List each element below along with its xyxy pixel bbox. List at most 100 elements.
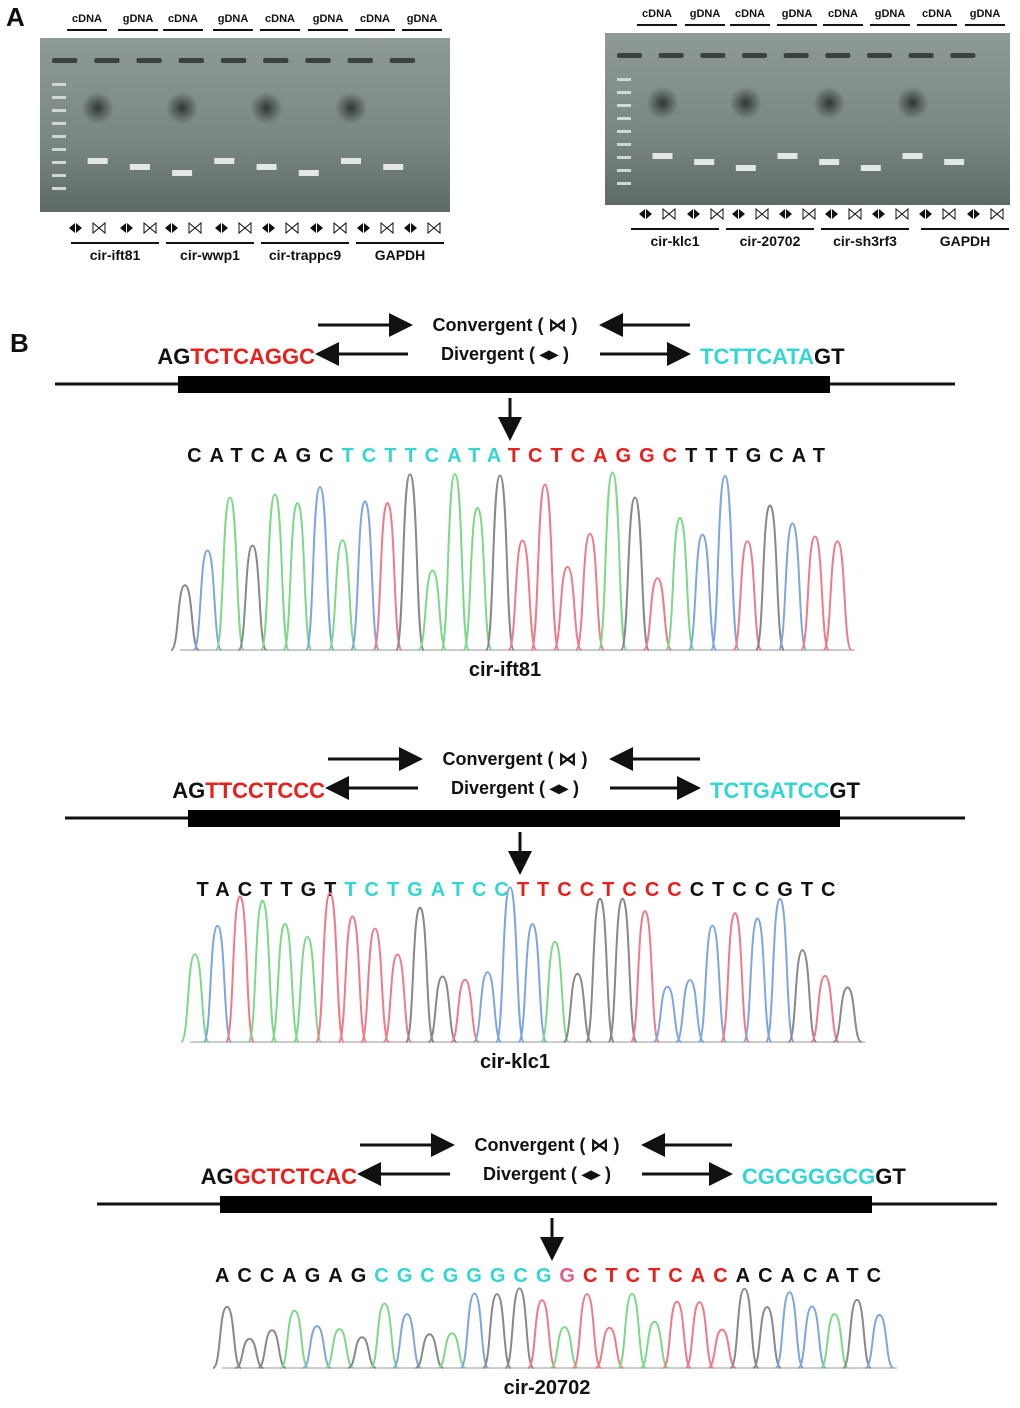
divergent-symbol — [69, 223, 82, 233]
chromatogram-peak — [485, 474, 515, 651]
chromatogram-peak — [459, 1292, 490, 1369]
chromatogram-peak — [337, 915, 368, 1043]
read-segment: TTCCTCCC — [517, 879, 690, 901]
chromatogram-peak — [202, 924, 233, 1043]
divergent-symbol — [262, 223, 275, 233]
well — [908, 53, 934, 58]
ladder-band — [617, 182, 631, 185]
chromatogram-peak — [652, 985, 683, 1043]
chromatogram-peak — [819, 1313, 850, 1369]
band — [172, 170, 193, 176]
ladder-band — [617, 104, 631, 107]
ladder-band — [52, 174, 66, 177]
read-sequence: ACCAGAGCGCGGGCGGCTCTCACACACATC — [215, 1265, 889, 1287]
chromatogram-peak — [395, 473, 425, 651]
dye-blob — [729, 87, 762, 119]
chromatogram-peak — [607, 897, 638, 1043]
well — [617, 53, 642, 58]
chromatogram-peak — [642, 577, 673, 651]
well — [389, 58, 416, 63]
gene-label: cir-ift81 — [90, 247, 141, 263]
right-sequence: CGCGGGCGGT — [742, 1164, 906, 1189]
convergent-symbol — [942, 207, 956, 221]
well — [825, 53, 851, 58]
convergent-symbol — [662, 207, 676, 221]
read-segment: TACTTGT — [197, 879, 345, 901]
gel — [605, 33, 1010, 205]
chromatogram-peak — [495, 886, 525, 1043]
ladder-band — [617, 117, 631, 120]
well — [867, 53, 892, 58]
convergent-symbol — [285, 221, 299, 235]
chromatogram-peak — [237, 544, 268, 651]
band — [214, 158, 235, 164]
read-sequence: CATCAGCTCTTCATATCTCAGGCTTTGCAT — [187, 445, 833, 467]
read-segment: TTTGCAT — [685, 445, 833, 467]
dye-blob — [81, 92, 114, 124]
ladder-band — [617, 169, 631, 172]
band — [298, 170, 319, 176]
left-sequence: AGTTCCTCCC — [172, 778, 325, 803]
chromatogram-peak — [774, 1291, 805, 1369]
chromatogram-peak — [437, 1332, 467, 1369]
chromatogram-peak — [270, 922, 300, 1043]
convergent-label: Convergent ( ⋈ ) — [442, 749, 587, 769]
chromatogram-peak — [440, 473, 470, 651]
band — [735, 165, 756, 171]
chromatogram-peak — [662, 1300, 692, 1369]
convergent-symbol — [427, 221, 441, 235]
ladder-band — [52, 148, 66, 151]
chromatogram-peak — [382, 953, 413, 1043]
chromatogram-peak — [842, 1298, 872, 1369]
gene-label: GAPDH — [940, 233, 991, 249]
chromatogram-peak — [765, 897, 795, 1043]
divergent-symbol — [779, 209, 792, 219]
chromatogram-peak — [620, 496, 650, 651]
chromatogram-peak — [742, 917, 773, 1043]
lane-label: cDNA — [360, 13, 390, 25]
chromatogram-peak — [527, 1299, 557, 1369]
lane-label: gDNA — [782, 8, 813, 20]
chromatogram-peak — [215, 496, 245, 651]
chromatogram-peak — [665, 516, 695, 651]
construct-name: cir-ift81 — [469, 659, 541, 681]
read-segment: TCTTCATA — [342, 445, 508, 467]
read-segment: G — [559, 1265, 583, 1287]
well — [950, 53, 976, 58]
band — [819, 159, 840, 165]
ladder-band — [617, 130, 631, 133]
convergent-symbol — [380, 221, 394, 235]
chromatogram-peak — [235, 1337, 264, 1369]
construct-name: cir-20702 — [504, 1377, 591, 1399]
chromatogram-peak — [575, 532, 605, 651]
divergent-symbol — [872, 209, 885, 219]
flank: AG — [157, 344, 190, 369]
exon — [188, 810, 840, 827]
chromatogram-peak — [507, 539, 538, 651]
divergent-symbol — [825, 209, 838, 219]
gene-label: cir-trappc9 — [269, 247, 342, 263]
chromatogram-peak — [257, 1329, 287, 1369]
ladder-band — [52, 161, 66, 164]
chromatogram-peak — [552, 565, 583, 651]
exon-end: TTCCTCCC — [205, 778, 325, 803]
chromatogram-peak — [675, 979, 705, 1043]
lane-label: cDNA — [828, 8, 858, 20]
gel — [40, 38, 450, 212]
exon-start: CGCGGGCG — [742, 1164, 875, 1189]
well — [136, 58, 162, 63]
gene-label: cir-wwp1 — [180, 247, 240, 263]
chromatogram-peak — [729, 1287, 760, 1369]
chromatogram-peak — [585, 897, 615, 1043]
read-segment: ACACATC — [736, 1265, 889, 1287]
band — [341, 158, 361, 164]
read-segment: TCTGATCC — [344, 879, 517, 901]
lane-label: cDNA — [922, 8, 952, 20]
convergent-symbol — [755, 207, 769, 221]
well — [305, 58, 331, 63]
chromatogram-peak — [777, 522, 808, 651]
lane-label: gDNA — [123, 13, 154, 25]
chromatogram-peak — [684, 1301, 715, 1369]
chromatogram-peak — [192, 549, 223, 651]
flank: GT — [829, 778, 860, 803]
